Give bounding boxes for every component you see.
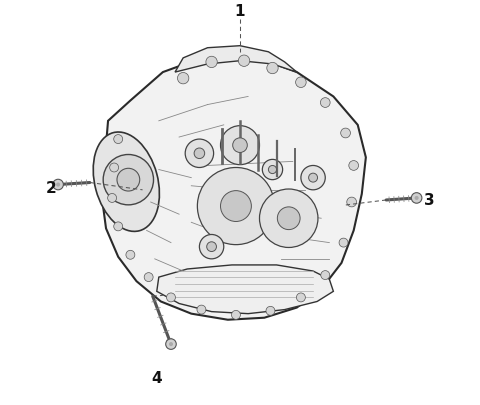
Circle shape <box>296 78 306 88</box>
Circle shape <box>341 129 350 139</box>
Circle shape <box>268 166 276 174</box>
Circle shape <box>339 239 348 247</box>
Text: 2: 2 <box>46 181 56 196</box>
Circle shape <box>239 56 250 67</box>
Circle shape <box>109 164 119 173</box>
Circle shape <box>114 222 123 231</box>
Circle shape <box>207 242 216 252</box>
Circle shape <box>126 251 135 260</box>
Circle shape <box>231 311 240 320</box>
Circle shape <box>220 126 260 165</box>
Text: 3: 3 <box>424 193 434 208</box>
Circle shape <box>103 155 154 205</box>
Circle shape <box>320 98 330 108</box>
Circle shape <box>194 149 204 159</box>
Circle shape <box>297 293 305 302</box>
Circle shape <box>233 139 247 153</box>
Ellipse shape <box>93 133 159 232</box>
Circle shape <box>349 161 359 171</box>
Circle shape <box>108 194 117 203</box>
Circle shape <box>117 169 140 192</box>
Circle shape <box>411 193 422 204</box>
Circle shape <box>167 293 176 302</box>
Circle shape <box>199 235 224 259</box>
Circle shape <box>347 198 357 207</box>
Circle shape <box>263 160 283 180</box>
Circle shape <box>309 174 318 183</box>
Circle shape <box>197 305 206 314</box>
Circle shape <box>220 191 252 222</box>
Circle shape <box>277 207 300 230</box>
Circle shape <box>178 73 189 85</box>
Circle shape <box>321 271 330 280</box>
Text: 1: 1 <box>235 4 245 19</box>
Polygon shape <box>175 47 297 73</box>
Circle shape <box>53 180 63 190</box>
Circle shape <box>169 342 173 346</box>
Circle shape <box>56 183 60 187</box>
Polygon shape <box>157 265 334 314</box>
Circle shape <box>114 135 123 144</box>
Circle shape <box>166 339 176 350</box>
Circle shape <box>206 57 217 68</box>
Text: 4: 4 <box>152 370 162 385</box>
Circle shape <box>185 140 214 168</box>
Circle shape <box>301 166 325 190</box>
Circle shape <box>260 190 318 248</box>
Circle shape <box>266 307 275 315</box>
Circle shape <box>267 63 278 75</box>
Polygon shape <box>102 57 366 320</box>
Circle shape <box>144 273 153 282</box>
Circle shape <box>197 168 275 245</box>
Circle shape <box>415 196 419 200</box>
